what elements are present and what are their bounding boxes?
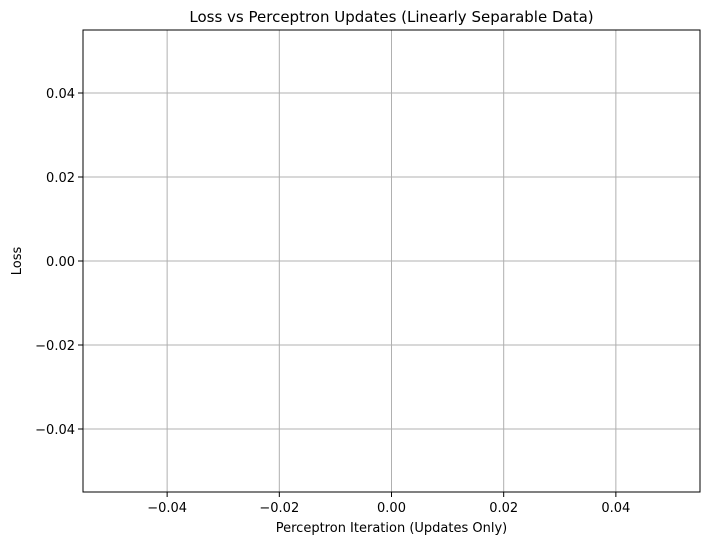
grid-lines: [83, 30, 700, 492]
x-tick-label: 0.04: [601, 501, 630, 516]
y-tick-label: 0.04: [46, 87, 75, 102]
chart-title: Loss vs Perceptron Updates (Linearly Sep…: [189, 8, 593, 26]
y-tick-label: 0.00: [46, 255, 75, 270]
x-tick-label: 0.02: [489, 501, 518, 516]
x-tick-label: −0.04: [147, 501, 187, 516]
x-axis-ticks: −0.04 −0.02 0.00 0.02 0.04: [147, 492, 630, 516]
x-axis-title: Perceptron Iteration (Updates Only): [276, 521, 508, 536]
x-tick-label: 0.00: [377, 501, 406, 516]
y-tick-label: 0.02: [46, 171, 75, 186]
y-axis-ticks: −0.04 −0.02 0.00 0.02 0.04: [35, 87, 83, 438]
y-tick-label: −0.02: [35, 339, 75, 354]
y-axis-title: Loss: [10, 247, 25, 276]
y-tick-label: −0.04: [35, 423, 75, 438]
x-tick-label: −0.02: [259, 501, 299, 516]
